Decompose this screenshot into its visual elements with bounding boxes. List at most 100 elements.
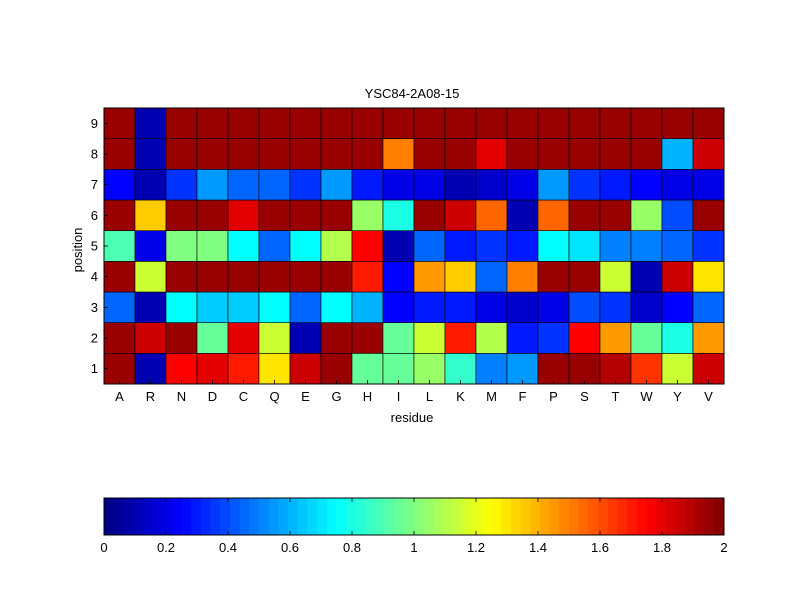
heatmap-cell [692, 230, 725, 262]
heatmap-cell [320, 107, 353, 139]
colorbar-band [433, 498, 444, 535]
colorbar-band [443, 498, 454, 535]
heatmap-cell [599, 261, 632, 293]
colorbar-band [472, 498, 483, 535]
colorbar-band [355, 498, 366, 535]
colorbar-tick-label: 0.4 [219, 540, 237, 555]
heatmap-cell [692, 353, 725, 385]
colorbar-band [539, 498, 551, 535]
heatmap-cell [630, 199, 663, 231]
colorbar-band [384, 498, 396, 535]
x-tick-label: R [146, 389, 155, 404]
heatmap-cell [537, 322, 570, 354]
heatmap-cell [258, 261, 291, 293]
colorbar-band [268, 498, 279, 535]
heatmap-cell [103, 107, 136, 139]
colorbar-band [481, 498, 492, 535]
heatmap-cell [289, 230, 322, 262]
heatmap-cell [661, 353, 694, 385]
colorbar-band [607, 498, 618, 535]
heatmap-cell [227, 107, 260, 139]
heatmap-cell [475, 291, 508, 323]
colorbar-tick-label: 1.2 [467, 540, 485, 555]
heatmap-cell [134, 230, 167, 262]
heatmap-cell [599, 353, 632, 385]
heatmap-cell [320, 353, 353, 385]
colorbar-band [646, 498, 657, 535]
heatmap-cell [692, 261, 725, 293]
x-tick-label: N [177, 389, 186, 404]
heatmap-cell [289, 199, 322, 231]
x-tick-label: S [580, 389, 589, 404]
colorbar-band [326, 498, 337, 535]
colorbar-band [278, 498, 289, 535]
x-tick-label: H [363, 389, 372, 404]
heatmap-cell [444, 322, 477, 354]
y-tick-label: 7 [91, 177, 98, 192]
heatmap-cell [692, 107, 725, 139]
heatmap-cell [599, 199, 632, 231]
heatmap-cell [413, 322, 446, 354]
x-tick-label: T [612, 389, 620, 404]
heatmap-cell [134, 169, 167, 201]
heatmap-cell [134, 199, 167, 231]
colorbar-band [636, 498, 647, 535]
heatmap-cell [382, 261, 415, 293]
heatmap-cell [103, 230, 136, 262]
heatmap-cell [692, 322, 725, 354]
x-tick-label: V [704, 389, 713, 404]
heatmap-cell [630, 353, 663, 385]
heatmap-cell [227, 322, 260, 354]
heatmap-cell [599, 291, 632, 323]
heatmap-cell [258, 169, 291, 201]
heatmap-cell [382, 291, 415, 323]
heatmap-cell [103, 169, 136, 201]
heatmap-cell [103, 291, 136, 323]
heatmap-cell [382, 107, 415, 139]
heatmap-cell [661, 169, 694, 201]
heatmap-cell [351, 107, 384, 139]
colorbar-band [142, 498, 153, 535]
heatmap-cell [630, 230, 663, 262]
heatmap-cell [320, 169, 353, 201]
heatmap-cell [320, 261, 353, 293]
colorbar-band [569, 498, 580, 535]
heatmap-cell [227, 169, 260, 201]
heatmap-cell [506, 353, 539, 385]
y-tick-label: 1 [91, 361, 98, 376]
colorbar-band [559, 498, 570, 535]
heatmap-cell [196, 353, 229, 385]
heatmap-cell [413, 261, 446, 293]
x-tick-label: E [301, 389, 310, 404]
y-tick-label: 2 [91, 331, 98, 346]
colorbar-band [452, 498, 463, 535]
heatmap-cell [165, 230, 198, 262]
colorbar-band [297, 498, 308, 535]
heatmap-cell [444, 353, 477, 385]
heatmap-cell [351, 291, 384, 323]
colorbar-band [704, 498, 715, 535]
colorbar-band [288, 498, 299, 535]
heatmap-cell [568, 230, 601, 262]
heatmap-cell [351, 138, 384, 170]
colorbar-band [133, 498, 144, 535]
heatmap-cell [537, 138, 570, 170]
colorbar-band [588, 498, 599, 535]
colorbar-band [317, 498, 328, 535]
x-axis-label: residue [391, 410, 434, 425]
heatmap-cell [568, 138, 601, 170]
heatmap-cell [227, 230, 260, 262]
heatmap-cell [258, 291, 291, 323]
heatmap-cell [289, 322, 322, 354]
heatmap-cell [196, 199, 229, 231]
heatmap-cell [227, 261, 260, 293]
heatmap-cell [630, 322, 663, 354]
heatmap-cell [568, 291, 601, 323]
heatmap-cell [413, 199, 446, 231]
heatmap-cell [289, 169, 322, 201]
heatmap-cell [134, 107, 167, 139]
colorbar-band [123, 498, 134, 535]
colorbar-tick-label: 0.2 [157, 540, 175, 555]
